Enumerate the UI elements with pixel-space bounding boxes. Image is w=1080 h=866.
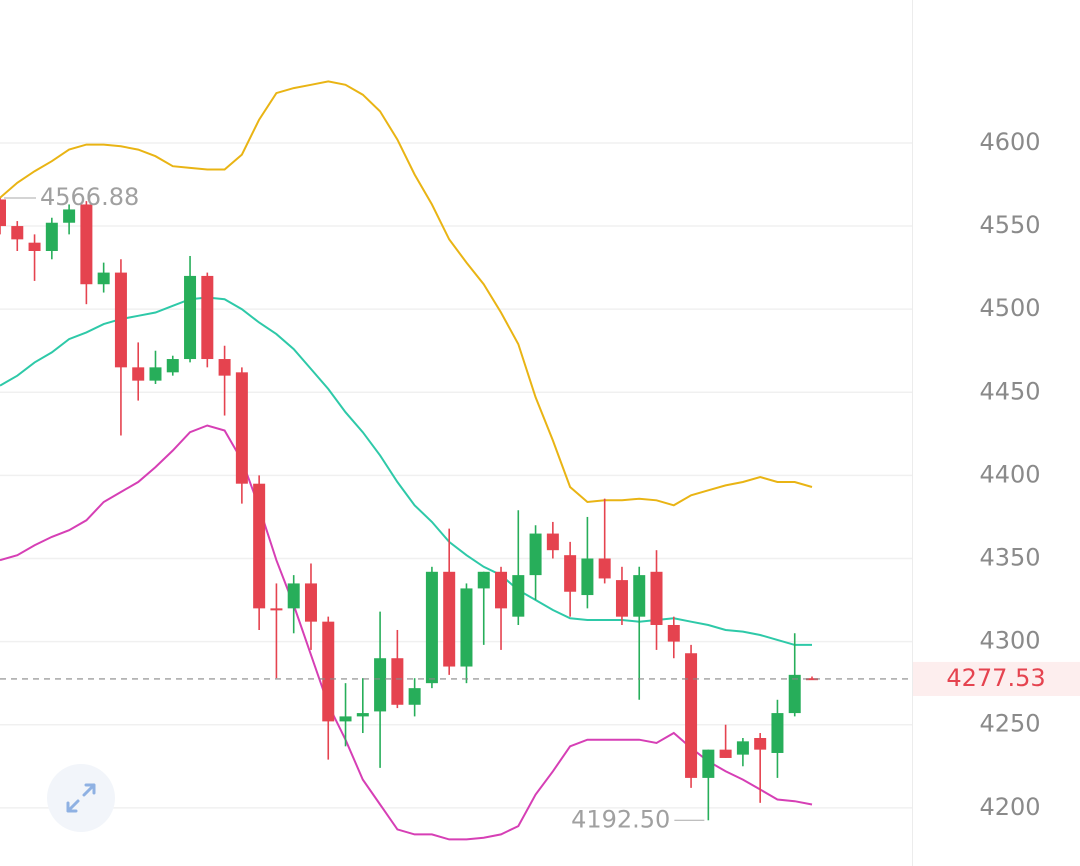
candle-body <box>11 226 24 240</box>
candle-body <box>615 580 628 617</box>
candle-body <box>184 275 197 360</box>
min-label: 4192.50 <box>571 805 670 833</box>
grid: 4200 4250 4300 4350 4400 4450 4500 4550 4600 <box>0 128 1041 821</box>
y-tick-label: 4600 <box>979 128 1040 156</box>
y-tick-label: 4350 <box>979 543 1040 571</box>
candle-body <box>166 359 179 373</box>
candle-body <box>218 359 231 376</box>
candle-body <box>736 741 749 755</box>
candle-body <box>788 674 801 714</box>
candle-body <box>149 367 162 381</box>
candle-body <box>391 658 404 705</box>
candle-body <box>80 204 93 285</box>
band-line <box>0 296 812 646</box>
y-tick-label: 4250 <box>979 710 1040 738</box>
y-tick-label: 4300 <box>979 627 1040 655</box>
candle-body <box>287 583 300 609</box>
candle-body <box>253 483 266 609</box>
max-label: 4566.88 <box>40 183 139 211</box>
candle-body <box>564 555 577 592</box>
last-price-box <box>913 661 1080 696</box>
candle-body <box>754 738 767 750</box>
candle-body <box>339 716 352 722</box>
candle-body <box>650 571 663 625</box>
candle-body <box>633 575 646 617</box>
candle-body <box>304 583 317 622</box>
candle-body <box>322 621 335 722</box>
candle-body <box>408 688 421 705</box>
candle-body <box>598 558 611 579</box>
candle-body <box>443 571 456 667</box>
candle-body <box>581 558 594 596</box>
candle-body <box>667 624 680 642</box>
candle-body <box>28 242 41 251</box>
band-line <box>0 424 813 841</box>
candle-body <box>460 588 473 667</box>
band-line <box>0 80 813 507</box>
candle-body <box>477 571 490 589</box>
candle-body <box>771 713 784 753</box>
candle-body <box>45 222 58 251</box>
candles <box>0 197 818 821</box>
candle-body <box>685 653 698 778</box>
candle-body <box>806 678 818 681</box>
y-tick-label: 4550 <box>979 211 1040 239</box>
y-tick-label: 4500 <box>979 294 1040 322</box>
y-tick-label: 4400 <box>979 460 1040 488</box>
candle-body <box>546 533 559 551</box>
candle-body <box>719 749 732 758</box>
candle-body <box>374 658 387 712</box>
candle-body <box>512 575 525 617</box>
last-price-label: 4277.53 <box>946 664 1045 692</box>
candle-body <box>63 209 76 223</box>
y-tick-label: 4200 <box>979 793 1040 821</box>
candle-body <box>425 571 438 684</box>
candle-body <box>356 713 369 717</box>
candle-body <box>132 367 145 381</box>
expand-button[interactable] <box>47 764 115 832</box>
candle-body <box>529 533 542 576</box>
candle-body <box>270 608 283 611</box>
candle-body <box>201 275 214 360</box>
candle-body <box>495 571 508 609</box>
bands <box>0 80 813 841</box>
candle-body <box>702 749 715 778</box>
overlay: 4277.53 4566.88 4192.50 <box>0 183 1080 833</box>
y-tick-label: 4450 <box>979 377 1040 405</box>
candle-body <box>235 372 248 484</box>
candle-body <box>114 272 127 368</box>
candle-body <box>97 272 110 285</box>
candle-body <box>0 199 6 227</box>
